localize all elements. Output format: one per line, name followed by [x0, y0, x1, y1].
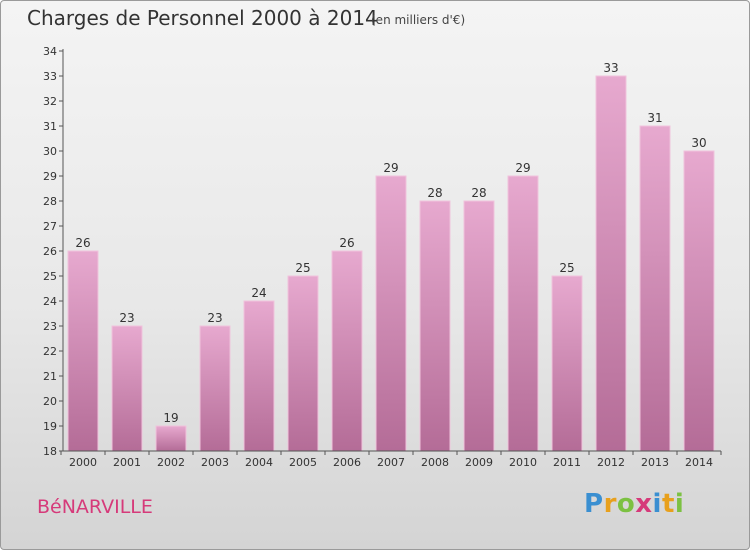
x-tick-label: 2005 [289, 456, 317, 469]
x-tick-label: 2004 [245, 456, 273, 469]
logo-letter: t [661, 489, 675, 519]
data-label: 31 [647, 111, 662, 125]
logo-letter: P [584, 489, 604, 519]
y-tick-label: 22 [43, 345, 57, 358]
y-tick-label: 33 [43, 70, 57, 83]
logo-letter: r [603, 489, 617, 519]
y-tick-label: 28 [43, 195, 57, 208]
bar-2011 [551, 275, 583, 452]
logo-letter: i [674, 489, 685, 519]
bar-2001 [111, 325, 143, 452]
y-tick-label: 29 [43, 170, 57, 183]
bar-2004 [243, 300, 275, 452]
x-tick-label: 2000 [69, 456, 97, 469]
y-tick-label: 24 [43, 295, 57, 308]
bar-2010 [507, 175, 539, 452]
data-label: 26 [339, 236, 354, 250]
logo-letter: x [635, 489, 653, 519]
x-tick-label: 2003 [201, 456, 229, 469]
y-tick-label: 31 [43, 120, 57, 133]
bars: 26 23 19 23 24 25 26 29 28 28 29 25 33 31 30 [67, 61, 715, 452]
data-label: 23 [119, 311, 134, 325]
data-label: 25 [559, 261, 574, 275]
data-label: 33 [603, 61, 618, 75]
bar-2005 [287, 275, 319, 452]
commune-name: BéNARVILLE [37, 496, 153, 518]
bar-2009 [463, 200, 495, 452]
x-axis: 2000 2001 2002 2003 2004 2005 2006 2007 2008 2009… [60, 450, 722, 469]
bar-2013 [639, 125, 671, 452]
chart-title: Charges de Personnel 2000 à 2014 [27, 6, 378, 30]
data-label: 24 [251, 286, 266, 300]
bar-2012 [595, 75, 627, 452]
x-tick-label: 2010 [509, 456, 537, 469]
data-label: 26 [75, 236, 90, 250]
y-tick-label: 27 [43, 220, 57, 233]
x-tick-label: 2011 [553, 456, 581, 469]
x-tick-label: 2012 [597, 456, 625, 469]
y-tick-label: 26 [43, 245, 57, 258]
x-tick-label: 2001 [113, 456, 141, 469]
x-tick-label: 2006 [333, 456, 361, 469]
y-tick-label: 30 [43, 145, 57, 158]
y-tick-label: 21 [43, 370, 57, 383]
bar-2014 [683, 150, 715, 452]
x-tick-label: 2002 [157, 456, 185, 469]
data-label: 19 [163, 411, 178, 425]
y-tick-label: 18 [43, 445, 57, 458]
y-tick-label: 32 [43, 95, 57, 108]
x-tick-label: 2014 [685, 456, 713, 469]
bar-2003 [199, 325, 231, 452]
chart-subtitle: (en milliers d'€) [371, 13, 466, 27]
y-tick-label: 34 [43, 45, 57, 58]
bar-2006 [331, 250, 363, 452]
logo-letter: o [616, 489, 636, 519]
bar-2000 [67, 250, 99, 452]
y-tick-label: 23 [43, 320, 57, 333]
data-label: 30 [691, 136, 706, 150]
x-tick-label: 2009 [465, 456, 493, 469]
data-label: 29 [383, 161, 398, 175]
y-tick-label: 20 [43, 395, 57, 408]
y-tick-label: 19 [43, 420, 57, 433]
data-label: 28 [427, 186, 442, 200]
data-label: 28 [471, 186, 486, 200]
proxiti-logo: Proxiti [584, 489, 684, 519]
data-label: 23 [207, 311, 222, 325]
bar-2008 [419, 200, 451, 452]
data-label: 29 [515, 161, 530, 175]
y-tick-label: 25 [43, 270, 57, 283]
data-label: 25 [295, 261, 310, 275]
x-tick-label: 2007 [377, 456, 405, 469]
bar-2007 [375, 175, 407, 452]
x-tick-label: 2008 [421, 456, 449, 469]
y-axis: 18 19 20 21 22 23 24 25 26 27 28 29 30 31 32 33 34 [43, 45, 64, 458]
x-tick-label: 2013 [641, 456, 669, 469]
logo-letter: i [652, 489, 662, 519]
bar-2002 [155, 425, 187, 452]
